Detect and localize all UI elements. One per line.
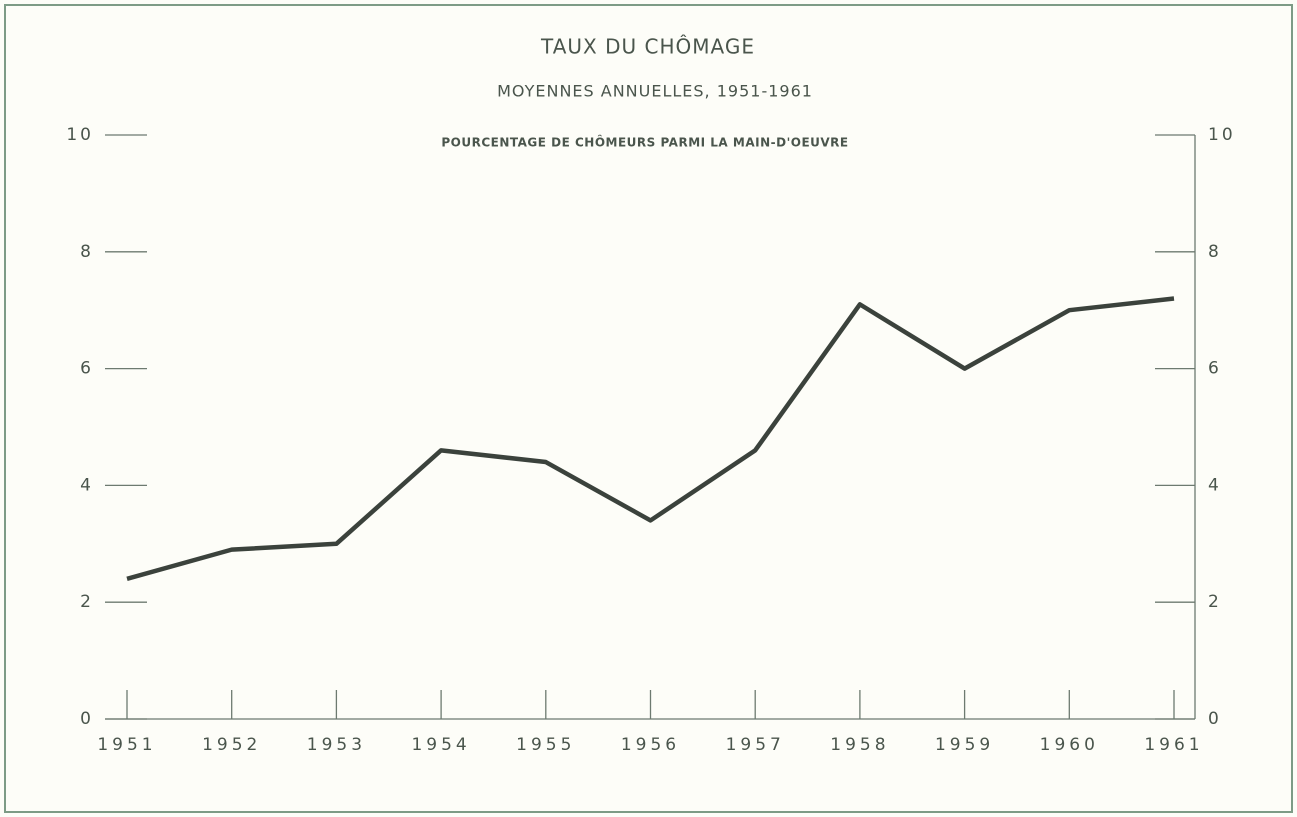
x-tick-label: 1958 — [830, 735, 889, 755]
y-tick-label: 4 — [80, 475, 94, 495]
x-tick-label: 1961 — [1144, 735, 1203, 755]
chart-title: TAUX DU CHÔMAGE — [540, 35, 755, 59]
annotation: POURCENTAGE DE CHÔMEURS PARMI LA MAIN-D'… — [441, 135, 848, 150]
y2-tick-label: 6 — [1208, 359, 1222, 379]
x-tick-label: 1955 — [516, 735, 575, 755]
chart-subtitle: MOYENNES ANNUELLES, 1951-1961 — [497, 82, 813, 101]
x-tick-label: 1957 — [726, 735, 785, 755]
y2-tick-label: 10 — [1208, 125, 1236, 145]
y2-tick-label: 0 — [1208, 709, 1222, 729]
y2-tick-label: 8 — [1208, 242, 1222, 262]
x-tick-label: 1954 — [411, 735, 470, 755]
x-tick-label: 1952 — [202, 735, 261, 755]
y-tick-label: 0 — [80, 709, 94, 729]
y-tick-label: 8 — [80, 242, 94, 262]
y-tick-label: 2 — [80, 592, 94, 612]
x-tick-label: 1956 — [621, 735, 680, 755]
y2-tick-label: 4 — [1208, 475, 1222, 495]
frame — [4, 4, 1293, 813]
y-tick-label: 6 — [80, 359, 94, 379]
x-tick-label: 1959 — [935, 735, 994, 755]
y2-tick-label: 2 — [1208, 592, 1222, 612]
x-tick-label: 1953 — [307, 735, 366, 755]
x-tick-label: 1951 — [97, 735, 156, 755]
y-tick-label: 10 — [66, 125, 94, 145]
data-line — [126, 296, 1175, 582]
x-tick-label: 1960 — [1040, 735, 1099, 755]
